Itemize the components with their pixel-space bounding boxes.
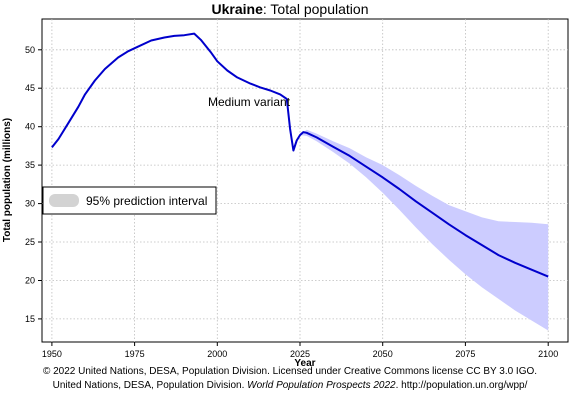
x-tick-label: 2075	[455, 349, 475, 359]
legend-box	[42, 186, 217, 215]
chart-title-country: Ukraine	[212, 1, 264, 17]
x-tick-label: 2100	[538, 349, 558, 359]
y-tick-label: 40	[25, 122, 35, 132]
footer-copyright: © 2022 United Nations, DESA, Population …	[42, 366, 538, 377]
y-tick-label: 20	[25, 276, 35, 286]
series-line-layer	[51, 32, 549, 278]
plot-frame	[41, 18, 569, 343]
footer-citation: United Nations, DESA, Population Divisio…	[0, 380, 580, 392]
y-tick-label: 45	[25, 83, 35, 93]
annotation-medium-variant: Medium variant	[208, 95, 291, 109]
chart-title-rest: : Total population	[263, 1, 369, 17]
x-tick-label: 2025	[290, 349, 310, 359]
y-tick-label: 35	[25, 160, 35, 170]
tick-layer: 1950 1975 2000 2025 2050 2075 2100152025303540…	[25, 45, 558, 359]
prediction-band-layer	[300, 129, 549, 331]
x-tick-label: 2000	[207, 349, 227, 359]
y-tick-label: 30	[25, 199, 35, 209]
footer-citation-prefix: United Nations, DESA, Population Divisio…	[52, 380, 248, 391]
chart-title: Ukraine: Total population	[212, 1, 369, 17]
legend-label: 95% prediction interval	[86, 194, 207, 208]
prediction-interval-band	[300, 129, 549, 331]
legend-swatch	[49, 194, 79, 207]
x-tick-label: 2050	[373, 349, 393, 359]
footer-citation-title: World Population Prospects 2022	[247, 380, 396, 391]
y-axis-title: Total population (millions)	[2, 118, 13, 242]
x-tick-label: 1950	[42, 349, 62, 359]
y-tick-label: 50	[25, 45, 35, 55]
series-line-medium-variant	[51, 32, 549, 278]
legend: 95% prediction interval	[42, 186, 217, 215]
x-axis-title: Year	[294, 358, 315, 369]
footer-citation-suffix: . http://population.un.org/wpp/	[395, 380, 528, 391]
y-tick-label: 15	[25, 314, 35, 324]
y-tick-label: 25	[25, 237, 35, 247]
x-tick-label: 1975	[125, 349, 145, 359]
grid	[42, 19, 568, 342]
